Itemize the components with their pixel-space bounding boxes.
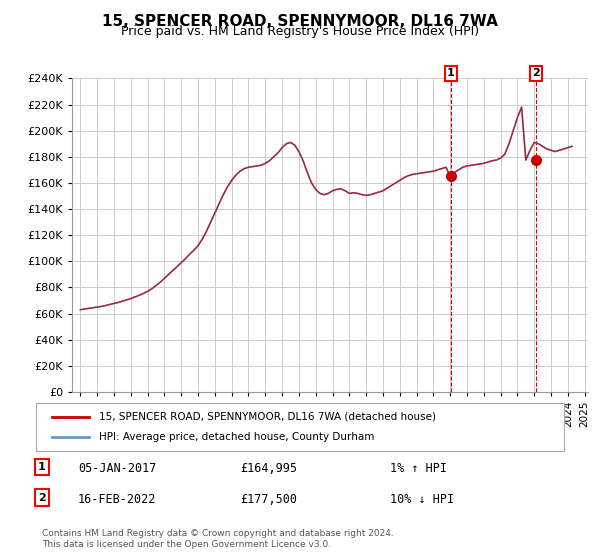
Text: 1: 1 xyxy=(38,462,46,472)
Text: 10% ↓ HPI: 10% ↓ HPI xyxy=(390,493,454,506)
Text: 15, SPENCER ROAD, SPENNYMOOR, DL16 7WA: 15, SPENCER ROAD, SPENNYMOOR, DL16 7WA xyxy=(102,14,498,29)
Text: Price paid vs. HM Land Registry's House Price Index (HPI): Price paid vs. HM Land Registry's House … xyxy=(121,25,479,38)
Text: 16-FEB-2022: 16-FEB-2022 xyxy=(78,493,157,506)
Text: 1: 1 xyxy=(447,68,455,78)
Text: Contains HM Land Registry data © Crown copyright and database right 2024.
This d: Contains HM Land Registry data © Crown c… xyxy=(42,529,394,549)
Text: £177,500: £177,500 xyxy=(240,493,297,506)
Text: £164,995: £164,995 xyxy=(240,462,297,475)
Text: 15, SPENCER ROAD, SPENNYMOOR, DL16 7WA (detached house): 15, SPENCER ROAD, SPENNYMOOR, DL16 7WA (… xyxy=(100,412,436,422)
Text: 2: 2 xyxy=(532,68,540,78)
Text: 2: 2 xyxy=(38,493,46,503)
Text: 05-JAN-2017: 05-JAN-2017 xyxy=(78,462,157,475)
Text: HPI: Average price, detached house, County Durham: HPI: Average price, detached house, Coun… xyxy=(100,432,375,442)
Text: 1% ↑ HPI: 1% ↑ HPI xyxy=(390,462,447,475)
